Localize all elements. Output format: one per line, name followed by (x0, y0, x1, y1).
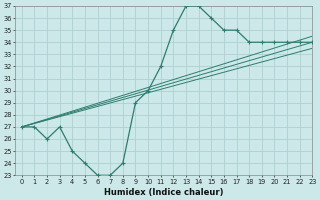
X-axis label: Humidex (Indice chaleur): Humidex (Indice chaleur) (104, 188, 224, 197)
